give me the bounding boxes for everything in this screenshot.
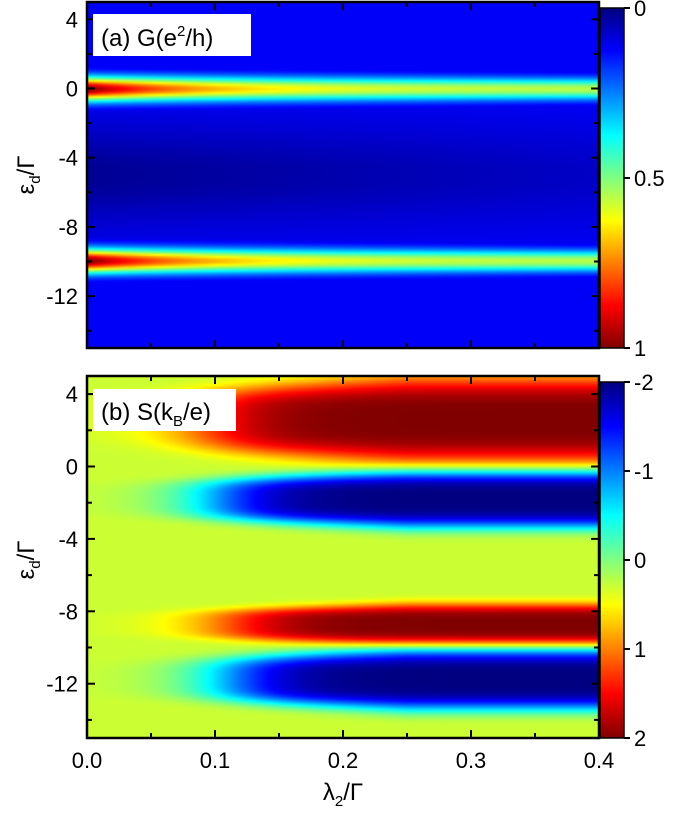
colorbar-a-fill (599, 7, 625, 349)
colorbar-tick-label: 1 (634, 637, 646, 662)
y-ticks-a: 4 0 -4 -8 -12 (46, 7, 599, 332)
y-tick-label: -4 (58, 527, 78, 552)
colorbar-tick-label: -2 (634, 370, 654, 395)
x-axis-label: λ2/Γ (323, 779, 363, 810)
y-tick-label: -12 (46, 284, 78, 309)
panel-label-box-b (93, 389, 236, 431)
y-tick-label: 0 (66, 77, 78, 102)
y-axis-label-b: εd/Γ (13, 541, 44, 580)
colorbar-b-fill (599, 381, 625, 739)
x-tick-label: 0.4 (584, 748, 615, 773)
colorbar-b: -2 -1 0 1 2 (599, 370, 654, 751)
y-ticks-b: 4 0 -4 -8 -12 (46, 382, 599, 721)
x-tick-label: 0.0 (72, 748, 103, 773)
y-tick-label: 4 (66, 7, 78, 32)
x-ticks-b: 0.0 0.1 0.2 0.3 0.4 (72, 376, 615, 773)
colorbar-tick-label: -1 (634, 459, 654, 484)
x-tick-label: 0.3 (456, 748, 487, 773)
x-ticks-a (150, 2, 536, 348)
colorbar-tick-label: 0.5 (634, 166, 665, 191)
y-tick-label: -8 (58, 215, 78, 240)
heatmap-b (87, 376, 599, 738)
panel-b: 4 0 -4 -8 -12 0.0 0.1 0.2 0.3 0.4 (b) S(kB/e) εd… (13, 374, 615, 810)
y-tick-label: -8 (58, 599, 78, 624)
colorbar-a: 00.51 (599, 0, 665, 361)
y-tick-label: -4 (58, 146, 78, 171)
colorbar-tick-label: 1 (634, 336, 646, 361)
x-tick-label: 0.2 (328, 748, 359, 773)
panel-label-b: (b) S(kB/e) (101, 399, 211, 430)
x-tick-label: 0.1 (200, 748, 231, 773)
colorbar-tick-label: 2 (634, 726, 646, 751)
panel-label-box-a (93, 14, 251, 56)
y-tick-label: 0 (66, 455, 78, 480)
colorbar-b-ticks: -2 -1 0 1 2 (624, 370, 654, 751)
colorbar-tick-label: 0 (634, 548, 646, 573)
y-tick-label: 4 (66, 382, 78, 407)
panel-a: 4 0 -4 -8 -12 (a) G(e2/h) εd/Γ (13, 0, 601, 350)
colorbar-a-ticks: 00.51 (624, 0, 665, 361)
y-axis-label-a: εd/Γ (13, 156, 44, 195)
panel-label-a: (a) G(e2/h) (101, 23, 213, 52)
y-tick-label: -12 (46, 672, 78, 697)
heatmap-a (87, 2, 599, 348)
colorbar-tick-label: 0 (634, 0, 646, 21)
